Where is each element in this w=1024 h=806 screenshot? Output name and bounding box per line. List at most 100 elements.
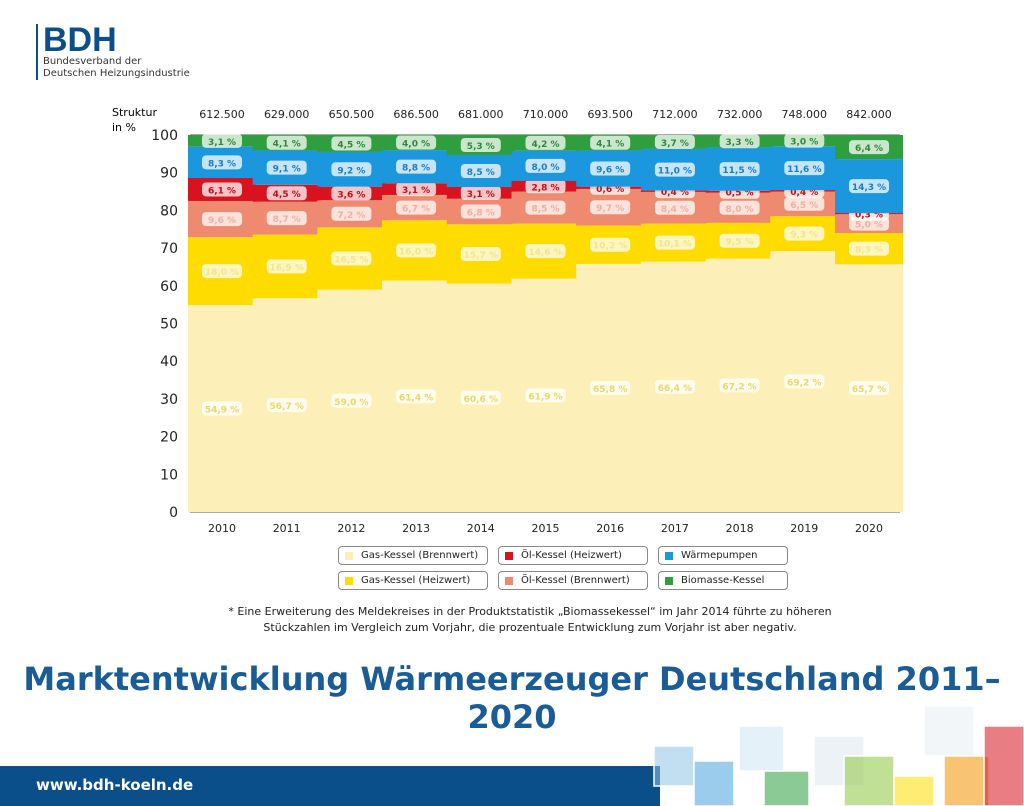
data-label-bg xyxy=(460,390,501,405)
total-label: 650.500 xyxy=(329,108,375,121)
data-label: 4,5 % xyxy=(273,190,301,200)
data-label: 11,0 % xyxy=(658,167,692,177)
data-label: 65,7 % xyxy=(852,385,886,395)
cubes-decoration xyxy=(653,705,1024,806)
data-label: 9,2 % xyxy=(337,166,365,176)
data-label: 9,1 % xyxy=(273,165,301,175)
data-label-bg xyxy=(202,133,242,148)
data-label-bg xyxy=(202,182,242,197)
data-label-bg xyxy=(266,259,307,274)
data-label-bg xyxy=(525,158,566,173)
data-label-bg xyxy=(266,186,307,201)
data-label: 4,1 % xyxy=(273,140,301,150)
y-tick-label: 10 xyxy=(160,467,178,483)
data-label-bg xyxy=(525,200,566,215)
data-label-bg xyxy=(784,161,825,176)
data-label-bg xyxy=(460,137,501,152)
data-label-bg xyxy=(460,164,501,179)
data-label: 5,3 % xyxy=(467,142,495,152)
x-tick-label: 2017 xyxy=(661,522,689,535)
data-label-bg xyxy=(590,200,631,215)
data-label-bg xyxy=(849,381,889,396)
x-tick-label: 2020 xyxy=(855,522,883,535)
data-label: 6,4 % xyxy=(855,144,883,154)
logo-line2: Deutschen Heizungsindustrie xyxy=(43,68,190,79)
data-label-bg xyxy=(525,388,566,403)
data-label: 15,7 % xyxy=(464,251,498,261)
legend-label: Biomasse-Kessel xyxy=(681,575,765,586)
data-label: 0,5 % xyxy=(726,189,754,199)
data-label-bg xyxy=(202,264,242,279)
total-label: 710.000 xyxy=(523,108,569,121)
footer-url[interactable]: www.bdh-koeln.de xyxy=(36,776,194,794)
y-tick-label: 100 xyxy=(151,128,178,144)
data-label-bg xyxy=(590,237,631,252)
legend-item: Biomasse-Kessel xyxy=(658,571,788,590)
data-label: 8,8 % xyxy=(402,164,430,174)
y-tick-label: 90 xyxy=(160,166,178,182)
bdh-logo: BDH Bundesverband der Deutschen Heizungs… xyxy=(36,23,190,80)
data-label: 3,7 % xyxy=(661,139,689,149)
legend-item: Gas-Kessel (Heizwert) xyxy=(338,571,488,590)
y-axis-label: Struktur xyxy=(112,106,157,119)
total-label: 686.500 xyxy=(393,108,439,121)
data-label: 8,5 % xyxy=(467,168,495,178)
data-label-bg xyxy=(331,186,372,201)
legend-label: Öl-Kessel (Heizwert) xyxy=(521,550,622,561)
data-label: 3,0 % xyxy=(790,138,818,148)
data-label: 9,6 % xyxy=(596,166,624,176)
data-label-bg xyxy=(396,135,437,150)
page-title: Marktentwicklung Wärmeerzeuger Deutschla… xyxy=(23,660,1001,736)
data-label: 3,1 % xyxy=(208,138,236,148)
data-label: 9,3 % xyxy=(790,231,818,241)
legend-label: Gas-Kessel (Heizwert) xyxy=(361,575,471,586)
logo-line1: Bundesverband der xyxy=(43,56,142,67)
x-tick-label: 2019 xyxy=(790,522,818,535)
data-label-bg xyxy=(784,374,825,389)
data-label-bg xyxy=(719,134,760,149)
data-label-bg xyxy=(590,135,631,150)
data-label: 8,0 % xyxy=(726,205,754,215)
data-label-bg xyxy=(331,136,372,151)
data-label: 6,7 % xyxy=(402,205,430,215)
data-label-bg xyxy=(654,162,695,177)
data-label: 65,8 % xyxy=(593,385,627,395)
data-label-bg xyxy=(784,133,825,148)
x-tick-label: 2011 xyxy=(273,522,301,535)
data-label-bg xyxy=(784,196,825,211)
x-tick-label: 2012 xyxy=(337,522,365,535)
legend: Gas-Kessel (Brennwert) Öl-Kessel (Heizwer… xyxy=(338,546,788,590)
legend-item: Öl-Kessel (Heizwert) xyxy=(498,546,648,565)
data-label-bg xyxy=(719,162,760,177)
legend-swatch xyxy=(505,551,513,560)
data-label: 66,4 % xyxy=(658,384,692,394)
data-label: 9,5 % xyxy=(726,238,754,248)
data-label-bg xyxy=(331,162,372,177)
data-label: 11,6 % xyxy=(787,165,821,175)
data-label-bg xyxy=(590,380,631,395)
data-label: 0,3 % xyxy=(855,211,883,221)
data-label: 60,6 % xyxy=(464,395,498,405)
total-label: 712.000 xyxy=(652,108,698,121)
x-tick-label: 2013 xyxy=(402,522,430,535)
y-tick-label: 30 xyxy=(160,392,178,408)
y-tick-label: 40 xyxy=(160,354,178,370)
data-label-bg xyxy=(525,135,566,150)
data-label: 59,0 % xyxy=(334,398,368,408)
data-label: 14,6 % xyxy=(528,248,562,258)
x-tick-label: 2014 xyxy=(467,522,495,535)
legend-item: Öl-Kessel (Brennwert) xyxy=(498,571,648,590)
data-label: 0,6 % xyxy=(596,185,624,195)
data-label: 11,5 % xyxy=(722,166,756,176)
data-label-bg xyxy=(331,206,372,221)
y-tick-label: 70 xyxy=(160,241,178,257)
total-label: 629.000 xyxy=(264,108,310,121)
y-axis-label: in % xyxy=(112,121,136,134)
data-label-bg xyxy=(590,161,631,176)
data-label: 16,5 % xyxy=(334,255,368,265)
x-tick-label: 2010 xyxy=(208,522,236,535)
data-label-bg xyxy=(654,379,695,394)
data-label: 6,1 % xyxy=(208,186,236,196)
x-tick-label: 2015 xyxy=(532,522,560,535)
data-label: 14,3 % xyxy=(852,183,886,193)
